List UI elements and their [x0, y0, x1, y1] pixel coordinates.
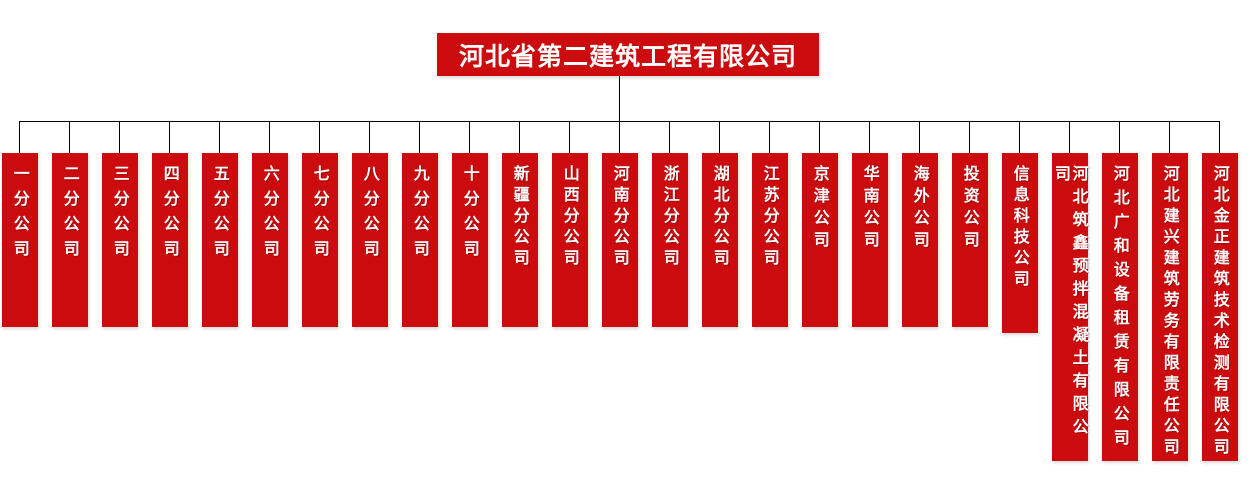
org-unit-box: 二分公司: [52, 153, 88, 327]
connector-drop-line: [869, 121, 870, 153]
org-unit-box: 河北金正建筑技术检测有限公司: [1202, 153, 1238, 461]
org-unit-label: 五分公司: [210, 165, 230, 265]
org-unit-label: 投资公司: [960, 165, 980, 253]
connector-drop-line: [119, 121, 120, 153]
org-unit-label: 三分公司: [110, 165, 130, 265]
connector-drop-line: [1019, 121, 1020, 153]
connector-drop-line: [419, 121, 420, 153]
org-unit-label: 河南分公司: [610, 165, 630, 270]
connector-root-drop-line: [619, 76, 620, 121]
connector-drop-line: [519, 121, 520, 153]
org-unit-box: 六分公司: [252, 153, 288, 327]
org-unit-label: 七分公司: [310, 165, 330, 265]
org-unit-box: 七分公司: [302, 153, 338, 327]
connector-drop-line: [919, 121, 920, 153]
connector-drop-line: [719, 121, 720, 153]
connector-drop-line: [369, 121, 370, 153]
connector-drop-line: [619, 121, 620, 153]
org-unit-label: 河北金正建筑技术检测有限公司: [1210, 165, 1230, 459]
org-unit-box: 河北筑鑫预拌混凝土有限公司: [1052, 153, 1089, 461]
org-unit-box: 江苏分公司: [752, 153, 788, 327]
org-unit-box: 八分公司: [352, 153, 388, 327]
org-unit-box: 四分公司: [152, 153, 188, 327]
connector-drop-line: [269, 121, 270, 153]
org-unit-label: 京津公司: [810, 165, 830, 253]
org-unit-box: 一分公司: [2, 153, 38, 327]
connector-drop-line: [19, 121, 20, 153]
connector-drop-line: [1069, 121, 1070, 153]
org-unit-label: 六分公司: [260, 165, 280, 265]
org-unit-label: 二分公司: [60, 165, 80, 265]
connector-drop-line: [669, 121, 670, 153]
org-unit-label: 四分公司: [160, 165, 180, 265]
org-unit-box: 浙江分公司: [652, 153, 688, 327]
connector-drop-line: [1219, 121, 1220, 153]
org-unit-label: 十分公司: [460, 165, 480, 265]
connector-drop-line: [69, 121, 70, 153]
org-unit-box: 华南公司: [852, 153, 888, 327]
org-unit-box: 新疆分公司: [502, 153, 538, 327]
org-unit-label: 山西分公司: [560, 165, 580, 270]
connector-drop-line: [769, 121, 770, 153]
org-unit-box: 信息科技公司: [1002, 153, 1038, 333]
org-unit-box: 京津公司: [802, 153, 838, 327]
org-unit-box: 十分公司: [452, 153, 488, 327]
org-unit-box: 山西分公司: [552, 153, 588, 327]
connector-drop-line: [569, 121, 570, 153]
org-unit-label: 河北建兴建筑劳务有限责任公司: [1160, 165, 1180, 459]
org-unit-box: 三分公司: [102, 153, 138, 327]
org-unit-label: 河北广和设备租赁有限公司: [1110, 165, 1130, 453]
connector-drop-line: [469, 121, 470, 153]
connector-rail-line: [20, 121, 1220, 122]
org-unit-label: 信息科技公司: [1010, 165, 1030, 291]
org-unit-label: 一分公司: [10, 165, 30, 265]
org-unit-box: 海外公司: [902, 153, 938, 327]
org-unit-label: 华南公司: [860, 165, 880, 253]
org-unit-box: 投资公司: [952, 153, 988, 327]
org-unit-label: 海外公司: [910, 165, 930, 253]
connector-drop-line: [219, 121, 220, 153]
org-unit-label: 新疆分公司: [510, 165, 530, 270]
connector-drop-line: [319, 121, 320, 153]
connector-drop-line: [1119, 121, 1120, 153]
org-unit-label: 浙江分公司: [660, 165, 680, 270]
org-unit-box: 九分公司: [402, 153, 438, 327]
org-unit-box: 湖北分公司: [702, 153, 738, 327]
org-unit-box: 河北广和设备租赁有限公司: [1102, 153, 1138, 461]
connector-drop-line: [1169, 121, 1170, 153]
org-unit-label: 湖北分公司: [710, 165, 730, 270]
root-company-box: 河北省第二建筑工程有限公司: [437, 33, 819, 76]
org-unit-box: 河南分公司: [602, 153, 638, 327]
connector-drop-line: [169, 121, 170, 153]
org-unit-label: 九分公司: [410, 165, 430, 265]
org-unit-label: 八分公司: [360, 165, 380, 265]
org-unit-box: 五分公司: [202, 153, 238, 327]
org-unit-label: 江苏分公司: [760, 165, 780, 270]
connector-drop-line: [819, 121, 820, 153]
connector-drop-line: [969, 121, 970, 153]
org-unit-label: 河北筑鑫预拌混凝土有限公司: [1052, 165, 1089, 441]
org-unit-box: 河北建兴建筑劳务有限责任公司: [1152, 153, 1188, 461]
